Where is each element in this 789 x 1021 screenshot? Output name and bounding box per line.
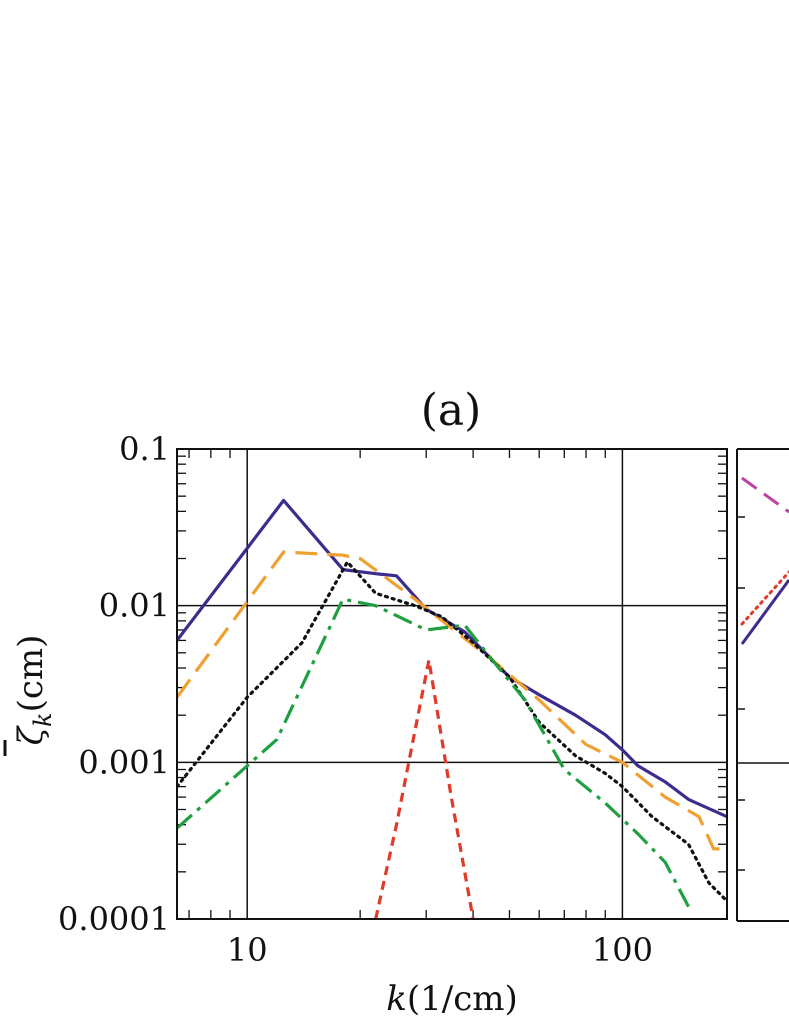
y-tick-label: 0.001 xyxy=(78,743,170,781)
plot-frame xyxy=(176,448,728,920)
y-axis-subscript: k xyxy=(29,712,57,727)
series-line-5 xyxy=(374,658,475,919)
y-axis-label: ζk(cm) xyxy=(11,635,57,746)
y-tick-label: 0.1 xyxy=(119,430,170,468)
y-tick-label: 0.01 xyxy=(99,587,170,625)
series-line-1 xyxy=(177,498,727,819)
x-tick-label: 10 xyxy=(227,931,268,969)
x-axis-unit: (1/cm) xyxy=(407,979,518,1019)
panel-b-series-magenta xyxy=(741,476,789,514)
series-line-2 xyxy=(177,550,727,851)
panel-b-partial xyxy=(736,448,789,922)
series-line-3 xyxy=(177,560,727,903)
y-tick-label: 0.0001 xyxy=(58,900,170,938)
y-axis-unit: (cm) xyxy=(11,635,51,713)
series-layer xyxy=(177,498,727,919)
panel-b-series-red xyxy=(740,570,789,626)
x-axis-label: k(1/cm) xyxy=(386,979,518,1019)
series-line-4 xyxy=(177,597,690,908)
tick-labels: 10 100 0.1 0.01 0.001 0.0001 xyxy=(58,430,653,969)
panel-title: (a) xyxy=(421,385,482,436)
x-axis-variable: k xyxy=(386,979,407,1019)
panel-b-series-blue xyxy=(740,579,789,645)
x-tick-label: 100 xyxy=(592,931,653,969)
y-axis-variable: ζ xyxy=(11,724,51,745)
